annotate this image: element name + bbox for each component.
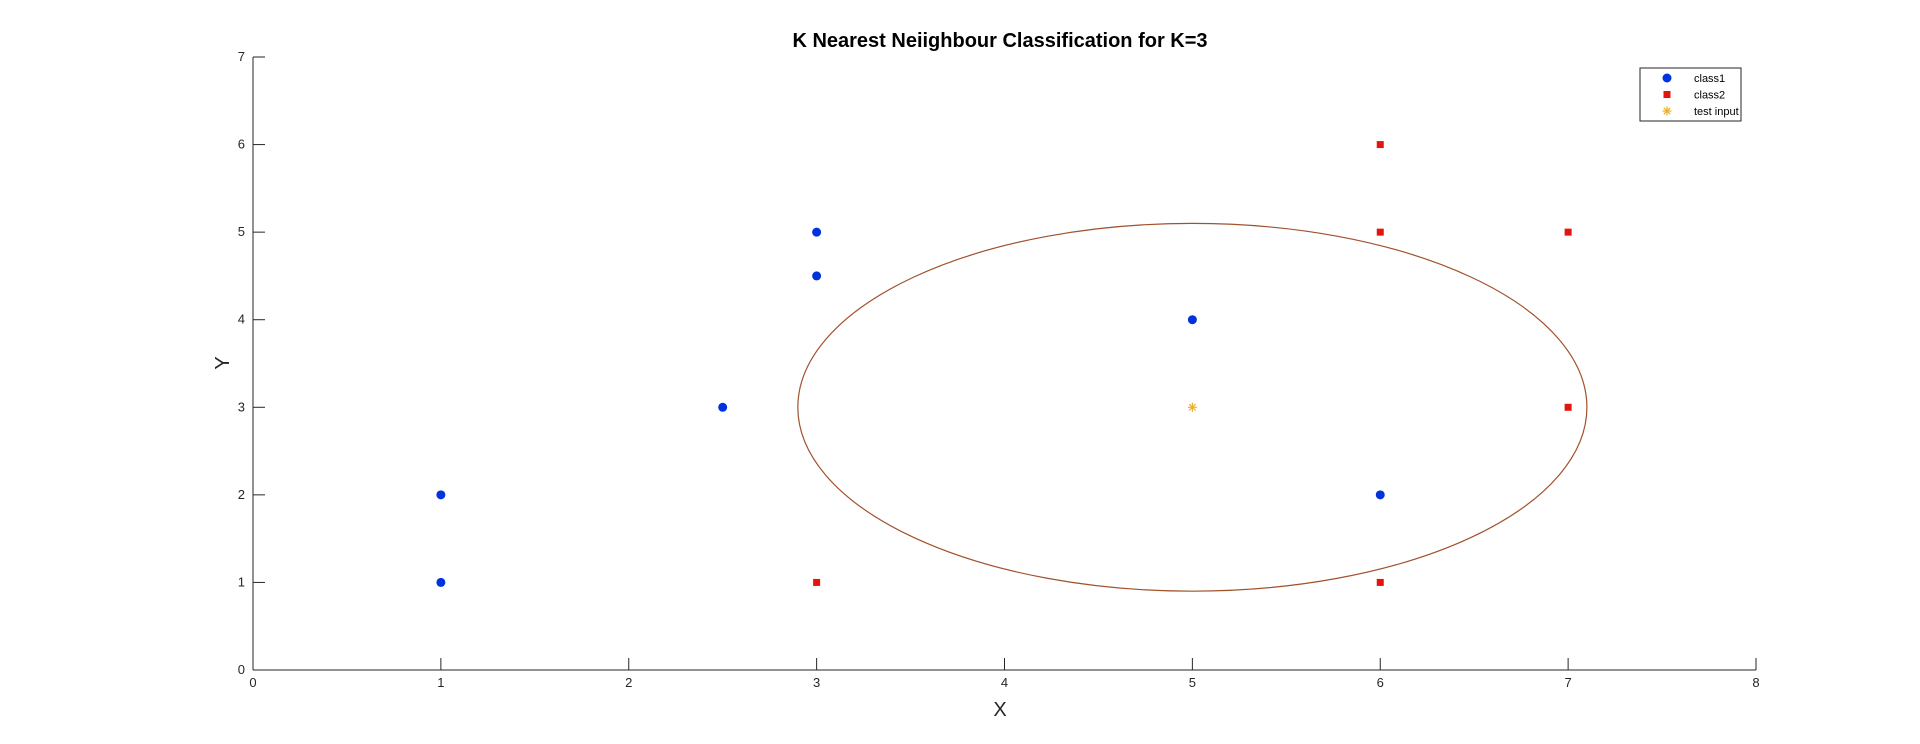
y-tick-label: 2 (238, 487, 245, 502)
chart-title: K Nearest Neiighbour Classification for … (792, 30, 1207, 52)
test-input-legend-marker (1662, 106, 1672, 116)
legend: class1 class2 test input (1639, 67, 1742, 122)
class1-point (436, 490, 446, 500)
class2-point (1564, 228, 1572, 236)
y-axis-label: Y (212, 356, 234, 369)
y-tick-label: 3 (238, 399, 245, 414)
x-axis-label: X (993, 699, 1006, 721)
x-tick-label: 6 (1377, 675, 1384, 690)
y-tick-label: 4 (238, 312, 245, 327)
class2-point (1376, 141, 1384, 149)
x-tick-label: 5 (1189, 675, 1196, 690)
legend-label: class2 (1694, 90, 1725, 102)
class2-point (813, 578, 821, 586)
x-tick-label: 4 (1001, 675, 1008, 690)
legend-label: class1 (1694, 73, 1725, 85)
x-tick-label: 3 (813, 675, 820, 690)
class1-point (812, 271, 822, 281)
legend-entry: class2 (1663, 90, 1725, 102)
x-axis-ticks: 0 1 2 3 4 5 6 7 8 (249, 658, 1760, 690)
legend-box (1639, 67, 1742, 122)
class1-point (436, 577, 446, 587)
class2-point (1564, 403, 1572, 411)
x-tick-label: 2 (625, 675, 632, 690)
legend-entry: test input (1662, 106, 1739, 118)
y-axis-ticks: 0 1 2 3 4 5 6 7 (238, 49, 265, 677)
class2-legend-marker (1663, 91, 1671, 98)
neighbourhood-circle (797, 222, 1588, 592)
legend-label: test input (1694, 106, 1739, 118)
legend-entry: class1 (1662, 73, 1725, 85)
x-tick-label: 1 (437, 675, 444, 690)
test-input-point (1187, 402, 1197, 412)
knn-radius-circle (797, 222, 1588, 592)
y-tick-label: 1 (238, 574, 245, 589)
data-points (436, 141, 1572, 587)
y-tick-label: 7 (238, 49, 245, 64)
y-tick-label: 0 (238, 662, 245, 677)
x-tick-label: 0 (249, 675, 256, 690)
y-tick-label: 5 (238, 224, 245, 239)
class2-point (1376, 228, 1384, 236)
axes (252, 57, 1756, 671)
y-tick-label: 6 (238, 137, 245, 152)
class1-point (1375, 490, 1385, 500)
class2-point (1376, 578, 1384, 586)
x-tick-label: 8 (1752, 675, 1759, 690)
class1-point (1187, 315, 1197, 325)
class1-point (718, 402, 728, 412)
x-tick-label: 7 (1565, 675, 1572, 690)
class1-legend-marker (1662, 73, 1672, 83)
class1-point (812, 227, 822, 237)
